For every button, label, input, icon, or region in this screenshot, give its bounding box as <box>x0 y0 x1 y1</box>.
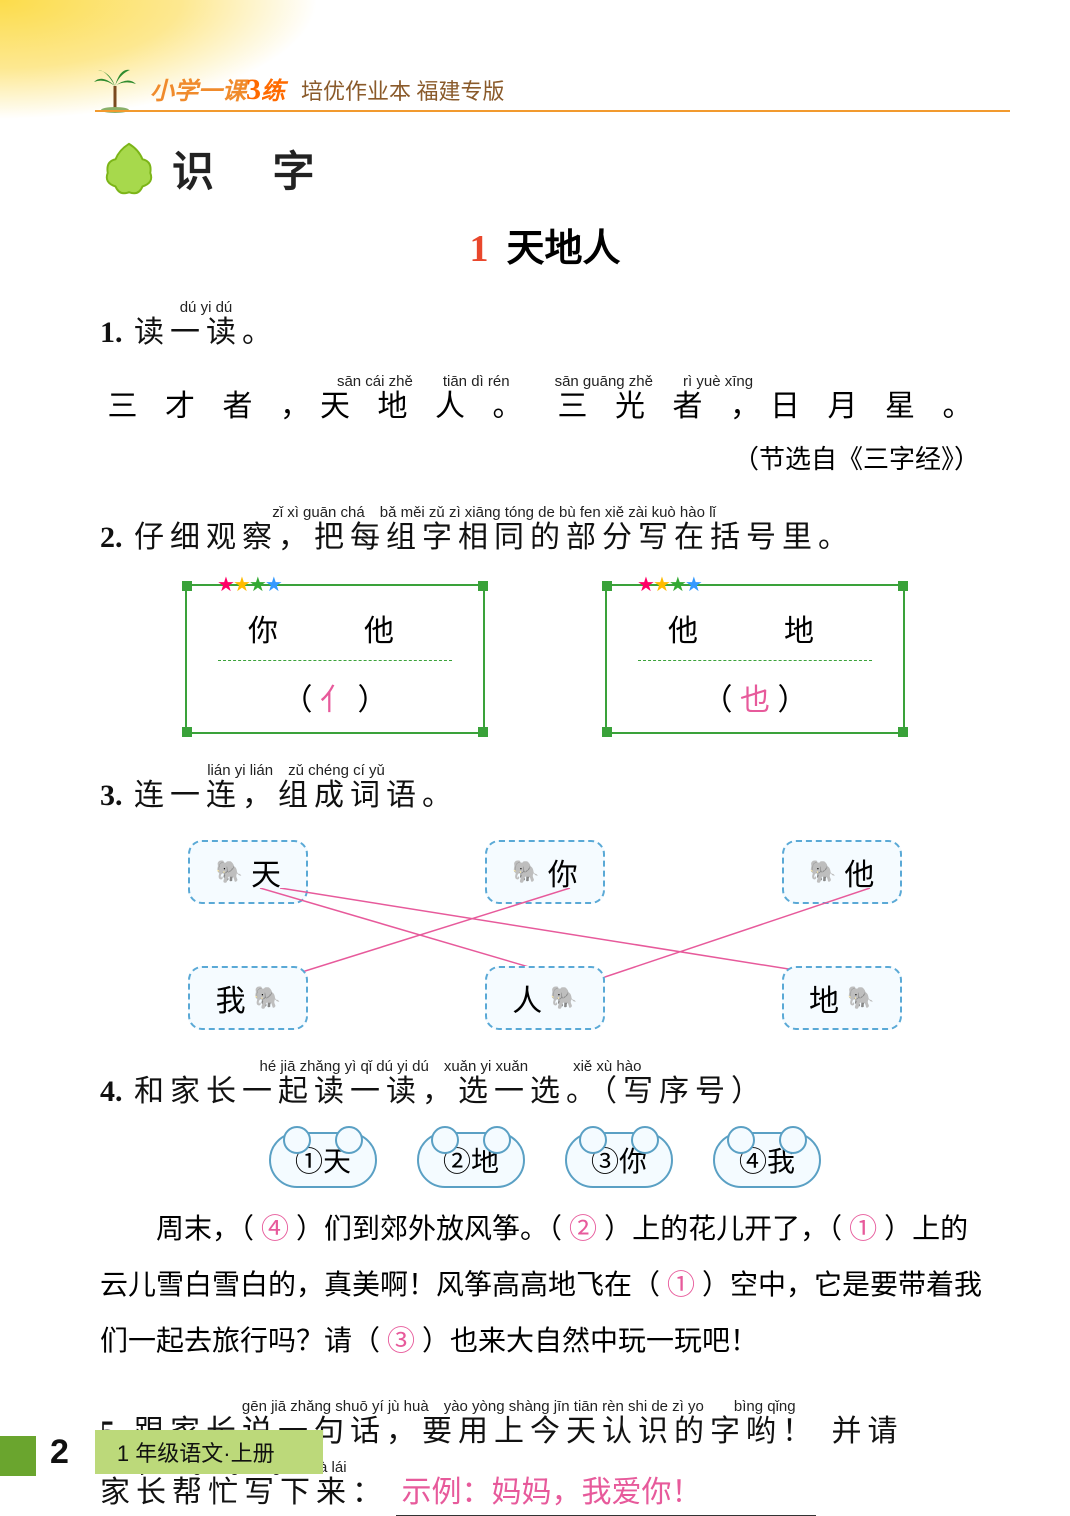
brand-part-d: 练 <box>261 79 285 105</box>
question-4: 4. 和家长一起读一读，选一选。（写序号）hé jiā zhǎng yì qǐ … <box>100 1058 990 1114</box>
q4-opt-2: ②地 <box>417 1132 525 1188</box>
elephant-icon: 🐘 <box>550 985 577 1011</box>
stars-icon: ★★★★ <box>637 572 701 597</box>
question-3: 3. 连一连，组成词语。lián yi lián zǔ chéng cí yǔ <box>100 762 990 818</box>
q4-text: 和家长一起读一读，选一选。（写序号） <box>134 1075 767 1108</box>
elephant-icon: 🐘 <box>254 985 281 1011</box>
q1-chars: 三 才 者 ，天 地 人 。 三 光 者 ，日 月 星 。 <box>108 390 983 423</box>
lesson-name: 天地人 <box>506 228 620 270</box>
q3-match: 🐘天 🐘你 🐘他 我🐘 人🐘 地🐘 <box>100 840 990 1030</box>
elephant-icon: 🐘 <box>847 985 874 1011</box>
q1-num: 1. <box>100 316 123 349</box>
question-1: 1. 读一读。dú yi dú <box>100 300 990 355</box>
section-title: 识 字 <box>172 138 339 199</box>
q2-num: 2. <box>100 521 123 554</box>
q2-box2-chars: 他 地 <box>638 600 872 661</box>
q5-pinyin: gēn jiā zhǎng shuō yí jù huà yào yòng sh… <box>134 1398 903 1415</box>
stars-icon: ★★★★ <box>217 572 281 597</box>
q2-pinyin: zǐ xì guān chá bǎ měi zǔ zì xiāng tóng d… <box>134 504 854 521</box>
q4-ans-5: ③ <box>387 1326 415 1357</box>
q4-opt-4: ④我 <box>713 1132 821 1188</box>
brand-part-c: 3 <box>246 73 261 106</box>
q5-text2: 家长帮忙写下来： <box>100 1476 388 1509</box>
q4-options: ①天 ②地 ③你 ④我 <box>100 1132 990 1188</box>
q4-num: 4. <box>100 1075 123 1108</box>
lesson-title: 1 天地人 <box>100 217 990 272</box>
elephant-icon: 🐘 <box>512 859 539 885</box>
palm-tree-icon <box>90 64 140 114</box>
q2-boxes: ★★★★ 你 他 （ 亻 ） ★★★★ 他 地 （ 也 ） <box>100 584 990 734</box>
q1-pinyin: dú yi dú <box>134 299 278 316</box>
elephant-icon: 🐘 <box>216 859 243 885</box>
q4-ans-1: ④ <box>261 1214 289 1245</box>
q1-reading: 三 才 者 ，天 地 人 。 三 光 者 ，日 月 星 。 sān cái zh… <box>100 373 990 425</box>
q1-citation: （节选自《三字经》） <box>100 439 980 476</box>
page-footer: 2 1 年级语文·上册 <box>0 1430 323 1474</box>
q3-pinyin: lián yi lián zǔ chéng cí yǔ <box>134 762 458 779</box>
q2-box2-answer: （ 也 ） <box>703 675 808 719</box>
question-2: 2. 仔细观察，把每组字相同的部分写在括号里。zǐ xì guān chá bǎ… <box>100 504 990 560</box>
q4-paragraph: 周末，（ ④ ）们到郊外放风筝。（ ② ）上的花儿开了，（ ① ）上的云儿雪白雪… <box>100 1202 990 1370</box>
q4-opt-1: ①天 <box>269 1132 377 1188</box>
elephant-icon: 🐘 <box>809 859 836 885</box>
q2-box1-chars: 你 他 <box>218 600 452 661</box>
q4-ans-2: ② <box>569 1214 597 1245</box>
header-underline <box>95 110 1010 112</box>
footer-book: 1 年级语文·上册 <box>95 1430 323 1474</box>
q2-box-2: ★★★★ 他 地 （ 也 ） <box>605 584 905 734</box>
q2-box1-answer: （ 亻 ） <box>283 675 388 719</box>
q2-text: 仔细观察，把每组字相同的部分写在括号里。 <box>134 521 854 554</box>
q5-answer: 示例：妈妈，我爱你！ <box>402 1476 702 1509</box>
q2-box-1: ★★★★ 你 他 （ 亻 ） <box>185 584 485 734</box>
q3-text: 连一连，组成词语。 <box>134 779 458 812</box>
q4-opt-3: ③你 <box>565 1132 673 1188</box>
brand-part-a: 小学 <box>150 79 198 105</box>
lesson-number: 1 <box>469 228 488 270</box>
q4-ans-4: ① <box>667 1270 695 1301</box>
q3-bot-1: 我🐘 <box>188 966 308 1030</box>
series-header: 小学一课3练 培优作业本 福建专版 <box>90 64 1010 114</box>
flower-icon <box>100 140 158 198</box>
q3-num: 3. <box>100 779 123 812</box>
brand-subtitle: 培优作业本 福建专版 <box>301 79 505 104</box>
q3-bot-3: 地🐘 <box>782 966 902 1030</box>
brand-part-b: 一课 <box>198 79 246 105</box>
q3-bot-2: 人🐘 <box>485 966 605 1030</box>
q1-text: 读一读。 <box>134 316 278 349</box>
page-number: 2 <box>50 1433 69 1472</box>
q4-ans-3: ① <box>849 1214 877 1245</box>
